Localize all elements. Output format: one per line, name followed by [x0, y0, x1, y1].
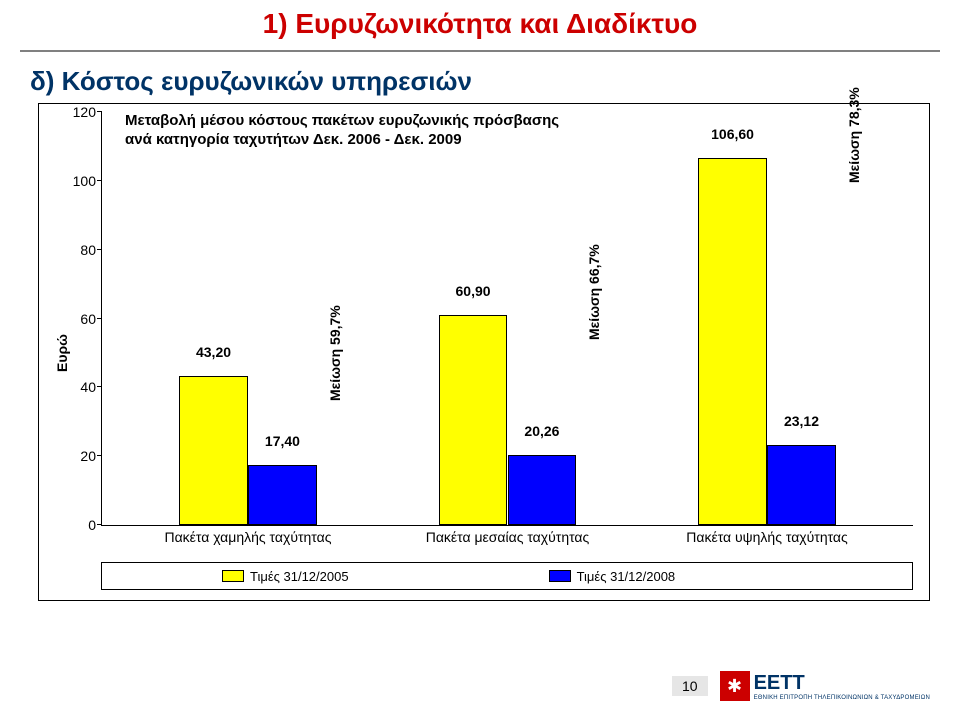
y-tick-label: 100: [73, 173, 102, 189]
y-tick-mark: [97, 180, 102, 181]
y-tick-mark: [97, 111, 102, 112]
y-tick-mark: [97, 386, 102, 387]
category-label: Πακέτα χαμηλής ταχύτητας: [164, 525, 331, 545]
bar-value-label: 106,60: [711, 126, 754, 142]
logo-mark-icon: ✱: [720, 671, 750, 701]
chart-inner: Μεταβολή μέσου κόστους πακέτων ευρυζωνικ…: [49, 112, 919, 594]
category-label: Πακέτα μεσαίας ταχύτητας: [426, 525, 590, 545]
slide-title-text: 1) Ευρυζωνικότητα και Διαδίκτυο: [263, 8, 698, 39]
logo-text-block: ΕΕΤΤ ΕΘΝΙΚΗ ΕΠΙΤΡΟΠΗ ΤΗΛΕΠΙΚΟΙΝΩΝΙΩΝ & Τ…: [754, 672, 930, 701]
bar-value-label: 43,20: [196, 344, 231, 360]
legend-label: Τιμές 31/12/2008: [577, 569, 676, 584]
org-full: ΕΘΝΙΚΗ ΕΠΙΤΡΟΠΗ ΤΗΛΕΠΙΚΟΙΝΩΝΙΩΝ & ΤΑΧΥΔΡ…: [754, 695, 930, 701]
bar: [179, 376, 248, 525]
y-tick-mark: [97, 249, 102, 250]
org-abbr: ΕΕΤΤ: [754, 672, 930, 695]
y-tick-label: 20: [80, 448, 102, 464]
page-number: 10: [672, 676, 708, 696]
y-tick-mark: [97, 524, 102, 525]
legend-label: Τιμές 31/12/2005: [250, 569, 349, 584]
org-logo: ✱ ΕΕΤΤ ΕΘΝΙΚΗ ΕΠΙΤΡΟΠΗ ΤΗΛΕΠΙΚΟΙΝΩΝΙΩΝ &…: [720, 671, 930, 701]
reduction-pct-label: Μείωση 59,7%: [327, 305, 343, 401]
legend-swatch: [549, 570, 571, 582]
bar-value-label: 17,40: [265, 433, 300, 449]
y-axis-label: Ευρώ: [54, 334, 70, 372]
footer: 10 ✱ ΕΕΤΤ ΕΘΝΙΚΗ ΕΠΙΤΡΟΠΗ ΤΗΛΕΠΙΚΟΙΝΩΝΙΩ…: [672, 671, 930, 701]
reduction-pct-label: Μείωση 78,3%: [846, 87, 862, 183]
legend: Τιμές 31/12/2005 Τιμές 31/12/2008: [101, 562, 913, 590]
bar: [439, 315, 508, 525]
slide-title: 1) Ευρυζωνικότητα και Διαδίκτυο: [20, 8, 940, 52]
bar: [767, 445, 836, 525]
bar: [698, 158, 767, 525]
y-tick-mark: [97, 318, 102, 319]
y-tick-label: 0: [88, 517, 102, 533]
y-tick-label: 60: [80, 311, 102, 327]
reduction-pct-label: Μείωση 66,7%: [586, 244, 602, 340]
legend-item: Τιμές 31/12/2005: [222, 569, 349, 584]
slide-subtitle-text: δ) Κόστος ευρυζωνικών υπηρεσιών: [30, 66, 472, 96]
y-tick-label: 80: [80, 242, 102, 258]
y-tick-label: 40: [80, 379, 102, 395]
bar-value-label: 60,90: [456, 283, 491, 299]
category-label: Πακέτα υψηλής ταχύτητας: [686, 525, 848, 545]
y-tick-mark: [97, 455, 102, 456]
slide-subtitle: δ) Κόστος ευρυζωνικών υπηρεσιών: [30, 66, 930, 97]
chart-container: Μεταβολή μέσου κόστους πακέτων ευρυζωνικ…: [38, 103, 930, 601]
bar: [248, 465, 317, 525]
bar: [508, 455, 577, 525]
plot-area: 02040608010012043,2017,40Μείωση 59,7%Πακ…: [101, 112, 913, 526]
legend-item: Τιμές 31/12/2008: [549, 569, 676, 584]
y-tick-label: 120: [73, 104, 102, 120]
bar-value-label: 20,26: [524, 423, 559, 439]
legend-swatch: [222, 570, 244, 582]
bar-value-label: 23,12: [784, 413, 819, 429]
